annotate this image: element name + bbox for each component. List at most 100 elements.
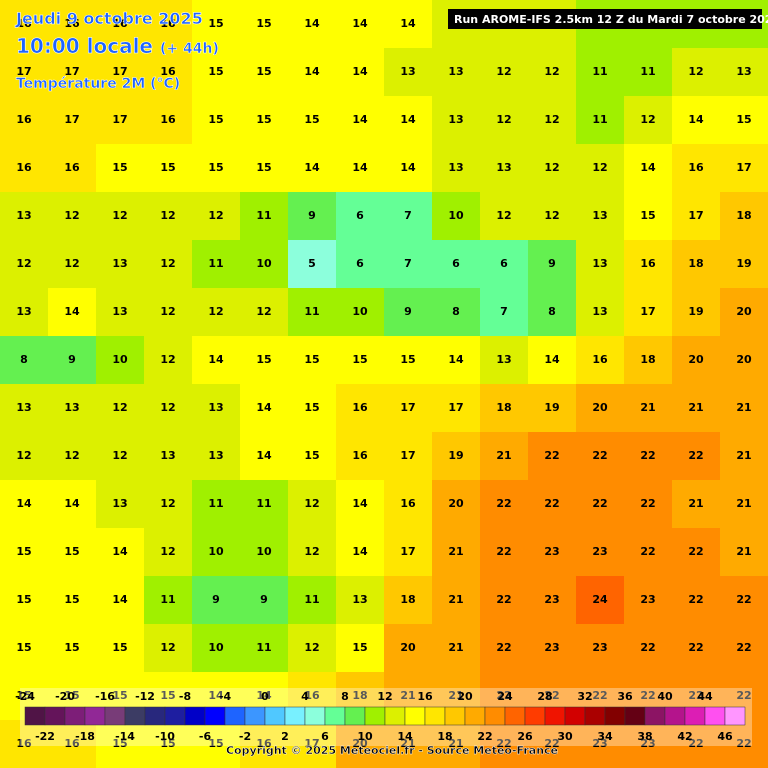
temperature-value: 11	[304, 305, 319, 318]
temperature-cell	[432, 720, 481, 768]
colorbar-swatch	[164, 706, 186, 726]
temperature-value: 13	[112, 257, 127, 270]
temperature-cell	[288, 384, 337, 433]
temperature-value: 13	[592, 257, 607, 270]
temperature-cell	[480, 624, 529, 673]
colorbar-swatch	[424, 706, 446, 726]
temperature-cell	[720, 480, 768, 529]
temperature-cell	[576, 336, 625, 385]
temperature-cell	[48, 432, 97, 481]
colorbar-swatch	[564, 706, 586, 726]
colorbar-label: 8	[341, 690, 349, 703]
temperature-value: 6	[500, 257, 508, 270]
colorbar-label: -8	[179, 690, 191, 703]
temperature-value: 12	[160, 305, 175, 318]
temperature-value: 17	[400, 401, 415, 414]
temperature-cell	[0, 432, 49, 481]
temperature-cell	[288, 96, 337, 145]
temperature-value: 11	[208, 257, 223, 270]
temperature-cell	[672, 576, 721, 625]
temperature-cell	[192, 336, 241, 385]
colorbar-swatch	[184, 706, 206, 726]
temperature-cell	[576, 96, 625, 145]
temperature-cell	[240, 624, 289, 673]
colorbar-label: -4	[219, 690, 232, 703]
temperature-value: 16	[16, 113, 32, 126]
temperature-value: 16	[16, 737, 32, 750]
temperature-cell	[48, 144, 97, 193]
colorbar-label: 0	[261, 690, 269, 703]
temperature-cell	[240, 336, 289, 385]
temperature-value: 17	[64, 65, 79, 78]
temperature-cell	[624, 96, 673, 145]
temperature-cell	[192, 288, 241, 337]
temperature-value: 13	[496, 161, 511, 174]
temperature-cell	[96, 336, 145, 385]
temperature-value: 15	[352, 641, 367, 654]
temperature-cell	[480, 48, 529, 97]
temperature-value: 21	[736, 449, 751, 462]
temperature-value: 14	[352, 113, 368, 126]
temperature-cell	[720, 432, 768, 481]
colorbar-label: 46	[717, 730, 733, 743]
temperature-value: 20	[400, 641, 416, 654]
temperature-cell	[576, 480, 625, 529]
temperature-cell	[288, 48, 337, 97]
temperature-value: 7	[404, 257, 412, 270]
run-box	[448, 9, 762, 29]
temperature-cell	[672, 528, 721, 577]
temperature-value: 17	[112, 65, 127, 78]
colorbar-label: 24	[497, 690, 513, 703]
lead-time: (+ 44h)	[160, 41, 219, 57]
temperature-cell	[48, 576, 97, 625]
temperature-cell	[240, 144, 289, 193]
temperature-value: 12	[64, 257, 79, 270]
temperature-value: 21	[400, 689, 415, 702]
temperature-value: 17	[304, 737, 319, 750]
temperature-cell	[0, 288, 49, 337]
colorbar-swatch	[104, 706, 126, 726]
temperature-cell	[336, 720, 385, 768]
colorbar-label: 34	[597, 730, 613, 743]
temperature-cell	[336, 624, 385, 673]
temperature-cell	[384, 144, 433, 193]
colorbar-swatch	[364, 706, 386, 726]
temperature-cell	[576, 288, 625, 337]
temperature-value: 18	[688, 257, 703, 270]
temperature-value: 13	[112, 305, 127, 318]
temperature-value: 15	[208, 113, 223, 126]
colorbar-label: 32	[577, 690, 592, 703]
temperature-value: 22	[688, 641, 703, 654]
temperature-value: 12	[544, 161, 559, 174]
colorbar-swatch	[684, 706, 706, 726]
temperature-cell	[0, 144, 49, 193]
temperature-value: 6	[356, 257, 364, 270]
temperature-cell	[480, 144, 529, 193]
temperature-value: 9	[68, 353, 76, 366]
temperature-value: 13	[736, 65, 751, 78]
temperature-value: 16	[400, 497, 416, 510]
temperature-cell	[144, 624, 193, 673]
temperature-value: 15	[640, 209, 655, 222]
temperature-cell	[240, 96, 289, 145]
temperature-value: 13	[352, 593, 367, 606]
temperature-value: 12	[64, 449, 79, 462]
temperature-value: 11	[256, 641, 271, 654]
temperature-value: 12	[16, 257, 31, 270]
temperature-value: 14	[352, 161, 368, 174]
temperature-value: 14	[112, 593, 128, 606]
temperature-cell	[288, 192, 337, 241]
temperature-value: 12	[208, 209, 223, 222]
temperature-value: 14	[208, 353, 224, 366]
temperature-value: 22	[640, 545, 655, 558]
temperature-value: 15	[112, 641, 127, 654]
temperature-cell	[48, 528, 97, 577]
colorbar-swatch	[304, 706, 326, 726]
temperature-value: 13	[592, 305, 607, 318]
temperature-cell	[288, 144, 337, 193]
colorbar-label: 22	[477, 730, 492, 743]
temperature-value: 13	[448, 113, 463, 126]
temperature-value: 14	[16, 497, 32, 510]
temperature-value: 12	[544, 113, 559, 126]
temperature-value: 9	[308, 209, 316, 222]
